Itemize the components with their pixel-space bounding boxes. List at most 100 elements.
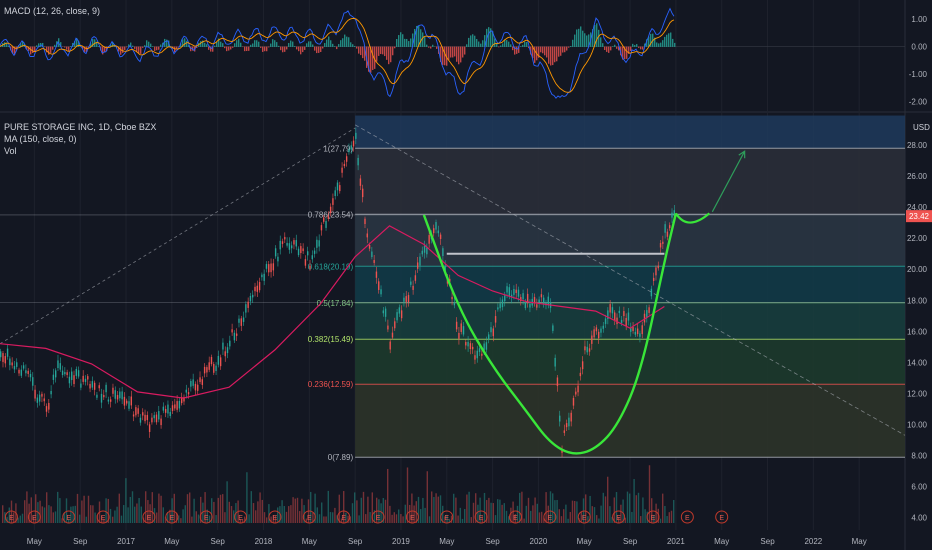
symbol-legend[interactable]: PURE STORAGE INC, 1D, Cboe BZX: [4, 122, 157, 132]
volume-bar: [299, 511, 301, 523]
candle-body: [646, 310, 648, 318]
ma-legend[interactable]: MA (150, close, 0): [4, 134, 77, 144]
macd-histogram-bar: [574, 34, 576, 47]
time-axis-label: 2019: [392, 537, 410, 546]
volume-bar: [217, 497, 219, 523]
macd-histogram-bar: [406, 38, 408, 47]
candle-body: [130, 396, 132, 406]
volume-bar: [514, 514, 516, 523]
macd-histogram-bar: [640, 46, 642, 50]
macd-histogram-bar: [182, 39, 184, 47]
macd-histogram-bar: [556, 46, 558, 62]
candle-body: [586, 346, 588, 353]
macd-histogram-bar: [528, 46, 530, 49]
volume-bar: [549, 491, 552, 523]
candle-body: [25, 370, 27, 374]
macd-histogram-bar: [6, 42, 8, 47]
candle-body: [176, 401, 178, 410]
volume-bar: [54, 511, 57, 523]
volume-bar: [215, 515, 217, 523]
candle-body: [630, 327, 632, 332]
volume-bar: [556, 499, 558, 523]
macd-histogram-bar: [586, 35, 588, 47]
volume-bar: [127, 507, 129, 523]
macd-histogram-bar: [570, 45, 572, 47]
candle-body: [620, 319, 623, 323]
volume-bar: [371, 492, 373, 523]
macd-histogram-bar: [132, 45, 134, 47]
macd-histogram-bar: [164, 38, 166, 47]
macd-histogram-bar: [236, 40, 238, 47]
macd-histogram-bar: [526, 42, 528, 47]
candle-body: [373, 260, 375, 263]
candle-body: [366, 233, 368, 238]
candle-body: [355, 132, 357, 139]
fib-zone: [355, 266, 905, 303]
volume-bar: [497, 499, 499, 523]
volume-bar: [103, 518, 105, 523]
macd-histogram-bar: [430, 46, 432, 49]
macd-histogram-bar: [452, 46, 454, 58]
macd-histogram-bar: [180, 43, 182, 47]
earnings-marker-label: E: [719, 515, 724, 522]
candle-body: [327, 215, 330, 219]
volume-bar: [358, 515, 360, 523]
volume-bar: [351, 503, 354, 523]
macd-histogram-bar: [490, 28, 492, 47]
price-axis-label: 10.00: [907, 420, 928, 429]
candle-body: [261, 274, 263, 278]
candle-body: [242, 317, 245, 322]
macd-legend[interactable]: MACD (12, 26, close, 9): [4, 6, 101, 16]
volume-bar: [175, 512, 178, 523]
volume-bar: [266, 517, 268, 523]
candle-body: [114, 390, 116, 399]
volume-legend[interactable]: Vol: [4, 146, 17, 156]
candle-body: [329, 206, 332, 214]
macd-histogram-bar: [208, 46, 210, 50]
time-axis-label: Sep: [623, 537, 638, 546]
volume-bar: [519, 492, 521, 523]
volume-bar: [413, 505, 415, 523]
volume-bar: [395, 514, 398, 523]
volume-bar: [244, 516, 246, 523]
macd-histogram-bar: [470, 35, 472, 47]
volume-bar: [30, 497, 32, 523]
candle-body: [54, 370, 57, 378]
candle-body: [32, 377, 34, 386]
fib-zone: [355, 214, 905, 267]
macd-histogram-bar: [82, 46, 84, 49]
macd-histogram-bar: [498, 46, 500, 48]
macd-histogram-bar: [228, 46, 230, 51]
volume-bar: [125, 478, 127, 523]
macd-histogram-bar: [138, 46, 140, 54]
volume-bar: [156, 512, 158, 523]
candle-body: [387, 325, 389, 330]
candle-body: [623, 311, 625, 317]
volume-bar: [554, 500, 556, 523]
macd-histogram-bar: [30, 46, 32, 55]
volume-bar: [437, 496, 439, 523]
price-axis-label: 12.00: [907, 389, 928, 398]
volume-bar: [250, 491, 252, 523]
macd-histogram-bar: [618, 46, 620, 51]
macd-histogram-bar: [506, 40, 508, 47]
candle-body: [318, 240, 320, 247]
macd-histogram-bar: [454, 46, 456, 57]
candle-body: [123, 396, 126, 406]
macd-histogram-bar: [622, 46, 624, 60]
candle-body: [540, 294, 543, 298]
candle-body: [641, 325, 643, 335]
volume-bar: [340, 518, 343, 523]
price-axis-label: 14.00: [907, 358, 928, 367]
volume-bar: [294, 498, 296, 523]
volume-bar: [35, 494, 37, 523]
price-axis-label: 22.00: [907, 234, 928, 243]
macd-histogram-bar: [274, 40, 276, 47]
candle-body: [389, 341, 391, 350]
volume-bar: [657, 508, 659, 523]
macd-histogram-bar: [126, 46, 128, 48]
volume-bar: [420, 509, 422, 523]
candle-body: [119, 391, 121, 399]
macd-histogram-bar: [544, 46, 546, 56]
